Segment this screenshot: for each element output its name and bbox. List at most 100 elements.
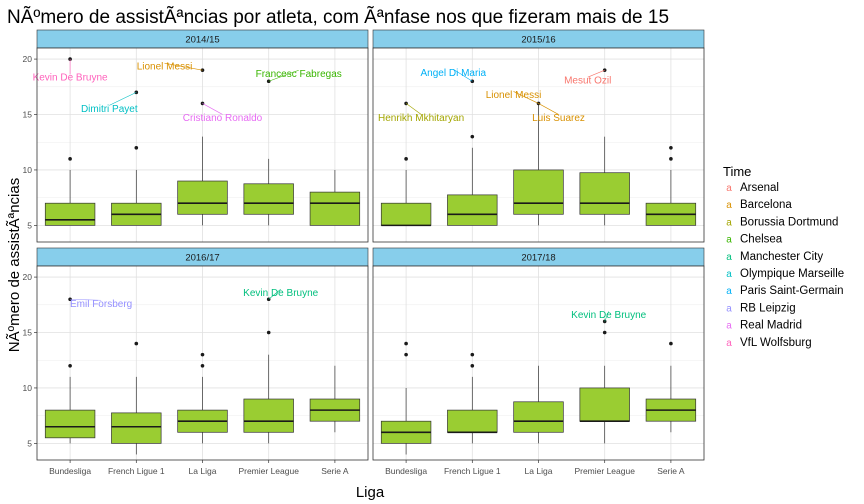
- y-tick-label: 15: [23, 328, 33, 338]
- box-premier-league: [243, 297, 294, 444]
- legend-key-glyph: a: [726, 217, 732, 228]
- annotation-connector: [538, 103, 559, 115]
- y-tick-label: 10: [23, 165, 33, 175]
- annotation-connector: [453, 69, 473, 82]
- box-iqr: [447, 409, 498, 433]
- box-iqr: [243, 398, 294, 433]
- y-tick-label: 20: [23, 272, 33, 282]
- outlier-point: [669, 145, 673, 150]
- annotation-connector: [587, 69, 605, 78]
- box-iqr: [44, 409, 96, 439]
- legend-item-label: Paris Saint-Germain: [740, 285, 844, 297]
- annotation-connector: [405, 103, 422, 115]
- y-tick-label: 20: [23, 54, 33, 64]
- x-tick-label: La Liga: [525, 466, 553, 476]
- legend-key-glyph: a: [726, 286, 732, 297]
- annotation-label: Cristiano Ronaldo: [183, 113, 263, 124]
- annotation-label: Kevin De Bruyne: [243, 288, 318, 299]
- box-iqr: [177, 180, 228, 215]
- legend-key-glyph: a: [726, 200, 732, 211]
- annotation-label: Mesut Ozil: [564, 76, 611, 87]
- annotation-connector: [268, 289, 281, 300]
- box-iqr: [579, 387, 630, 422]
- box-iqr: [513, 169, 564, 215]
- y-tick-label: 15: [23, 110, 33, 120]
- box-premier-league: [243, 79, 294, 226]
- annotation-label: Kevin De Bruyne: [33, 73, 108, 84]
- outlier-point: [68, 157, 72, 161]
- chart-title: NÃºmero de assistÃªncias por atleta, com…: [7, 6, 669, 28]
- outlier-point: [134, 341, 139, 346]
- legend-key-glyph: a: [726, 338, 732, 349]
- box-iqr: [243, 183, 294, 215]
- x-tick-label: Serie A: [657, 466, 685, 476]
- outlier-point: [404, 157, 408, 161]
- outlier-point: [602, 68, 607, 72]
- x-tick-label: French Ligue 1: [444, 466, 501, 476]
- facet-strip-label: 2014/15: [185, 35, 219, 46]
- annotation-connector: [268, 69, 299, 82]
- annotation-label: Kevin De Bruyne: [571, 310, 646, 321]
- annotation-label: Lionel Messi: [137, 62, 193, 73]
- legend-key-glyph: a: [726, 269, 732, 280]
- box-premier-league: [579, 319, 630, 444]
- outlier-point: [602, 319, 607, 324]
- outlier-point: [470, 363, 475, 368]
- facet-panel: 2016/17 Emil Forsberg Kevin De Bruyne 5 10 15…: [23, 247, 369, 476]
- annotation-connector: [202, 103, 223, 115]
- box-bundesliga: [44, 297, 96, 444]
- x-tick-label: Serie A: [321, 466, 349, 476]
- facet-panel: 2017/18 Kevin De Bruyne Bundesliga French L…: [372, 247, 705, 476]
- box-iqr: [380, 202, 432, 226]
- legend-item-label: Olympique Marseille: [740, 268, 844, 280]
- box-bundesliga: [380, 101, 432, 227]
- outlier-point: [68, 297, 72, 302]
- legend-item-label: Barcelona: [740, 199, 792, 211]
- facet-strip-label: 2016/17: [185, 253, 219, 264]
- box-iqr: [513, 401, 564, 433]
- box-premier-league: [579, 68, 630, 226]
- outlier-point: [669, 157, 673, 161]
- box-iqr: [44, 202, 96, 226]
- box-bundesliga: [380, 341, 432, 455]
- box-iqr: [447, 194, 498, 226]
- facet-strip-label: 2015/16: [521, 35, 555, 46]
- outlier-point: [200, 352, 205, 357]
- box-iqr: [579, 172, 630, 215]
- box-iqr: [309, 191, 361, 226]
- legend-key-glyph: a: [726, 303, 732, 314]
- box-serie-a: [309, 169, 361, 226]
- legend-item-label: Arsenal: [740, 182, 779, 194]
- outlier-point: [134, 90, 139, 95]
- y-axis-title: NÃºmero de assistÃªncias: [6, 178, 23, 352]
- annotation-connector: [513, 91, 539, 104]
- outlier-point: [68, 363, 72, 368]
- annotation-label: Francesc Fabregas: [256, 69, 342, 80]
- legend: Time a Arsenal a Barcelona a Borussia Dortmun…: [723, 164, 844, 349]
- box-la-liga: [177, 68, 228, 226]
- legend-key-glyph: a: [726, 235, 732, 246]
- box-iqr: [111, 412, 162, 444]
- outlier-point: [470, 352, 475, 357]
- legend-item-label: Real Madrid: [740, 320, 802, 332]
- annotation-connector: [109, 92, 137, 106]
- x-tick-label: French Ligue 1: [108, 466, 165, 476]
- annotation-label: Luis Suarez: [532, 113, 585, 124]
- annotation-connector: [70, 298, 102, 301]
- annotation-label: Emil Forsberg: [70, 299, 132, 310]
- panel-border: [36, 47, 369, 243]
- legend-item-label: Borussia Dortmund: [740, 216, 838, 228]
- box-la-liga: [177, 352, 228, 444]
- facet-panel: 2014/15 Kevin De Bruyne Dimitri Payet Lione…: [23, 29, 369, 243]
- legend-item-label: VfL Wolfsburg: [740, 337, 812, 349]
- box-la-liga: [513, 101, 564, 226]
- facet-panel: 2015/16 Henrikh Mkhitaryan Angel Di Maria L…: [372, 29, 705, 243]
- x-tick-label: Bundesliga: [49, 466, 91, 476]
- x-tick-label: Bundesliga: [385, 466, 427, 476]
- box-french-ligue-1: [447, 79, 498, 226]
- outlier-point: [602, 330, 607, 335]
- legend-key-glyph: a: [726, 321, 732, 332]
- x-tick-label: Premier League: [574, 466, 635, 476]
- x-tick-label: Premier League: [238, 466, 299, 476]
